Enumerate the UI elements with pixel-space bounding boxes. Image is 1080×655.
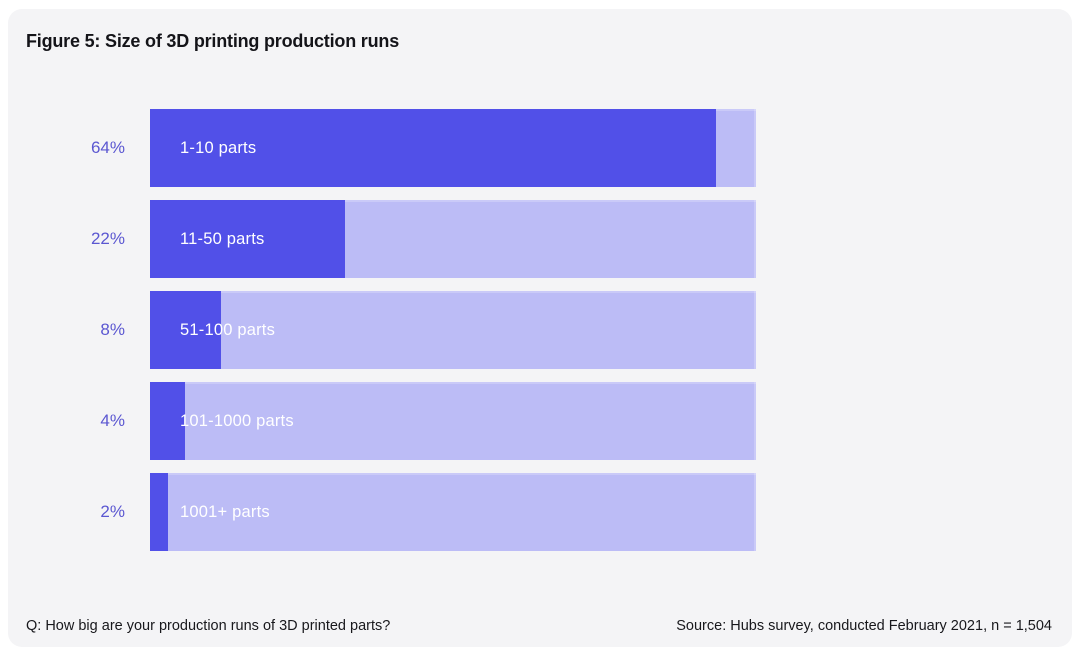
bar-track: 101-1000 parts xyxy=(150,382,756,460)
category-label: 51-100 parts xyxy=(180,320,276,339)
bar-track: 51-100 parts xyxy=(150,291,756,369)
figure-title: Figure 5: Size of 3D printing production… xyxy=(26,31,399,51)
bar-row: 8% 51-100 parts xyxy=(8,291,1072,369)
bar-fill xyxy=(150,291,221,369)
bar-chart: 64% 1-10 parts 22% 11-50 parts 8% 51-100 part… xyxy=(8,109,1072,564)
figure-footer: Q: How big are your production runs of 3… xyxy=(26,618,1052,634)
bar-row: 64% 1-10 parts xyxy=(8,109,1072,187)
value-label: 4% xyxy=(100,411,125,430)
value-label: 22% xyxy=(90,229,125,248)
source-text: Source: Hubs survey, conducted February … xyxy=(676,618,1052,634)
value-label: 8% xyxy=(100,320,125,339)
value-label: 2% xyxy=(100,502,125,521)
category-label: 1001+ parts xyxy=(180,502,270,521)
bar-track: 1-10 parts xyxy=(150,109,756,187)
category-label: 11-50 parts xyxy=(180,229,265,248)
figure-card: Figure 5: Size of 3D printing production… xyxy=(8,9,1072,647)
bar-row: 4% 101-1000 parts xyxy=(8,382,1072,460)
bar-track: 11-50 parts xyxy=(150,200,756,278)
category-label: 1-10 parts xyxy=(180,138,257,157)
value-label: 64% xyxy=(90,138,125,157)
bar-fill xyxy=(150,382,186,460)
bar-row: 22% 11-50 parts xyxy=(8,200,1072,278)
question-text: Q: How big are your production runs of 3… xyxy=(26,618,391,634)
bar-fill xyxy=(150,109,717,187)
bar-track: 1001+ parts xyxy=(150,473,756,551)
bar-row: 2% 1001+ parts xyxy=(8,473,1072,551)
category-label: 101-1000 parts xyxy=(180,411,294,430)
bar-fill xyxy=(150,473,168,551)
bar-fill xyxy=(150,200,345,278)
